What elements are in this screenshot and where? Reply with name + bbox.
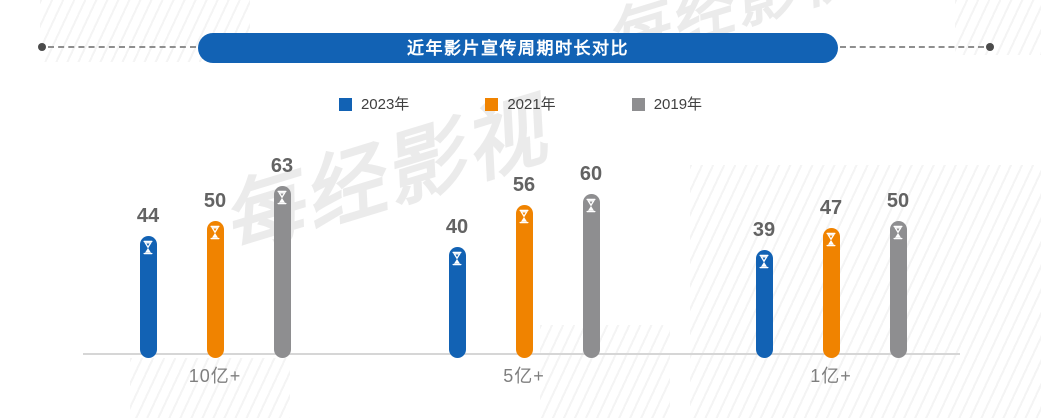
bar xyxy=(448,247,466,358)
dashed-line-right xyxy=(840,46,984,48)
bar xyxy=(515,204,533,358)
bar xyxy=(582,194,600,358)
bar-value-label: 47 xyxy=(819,197,843,220)
category-label: 10亿+ xyxy=(188,366,242,386)
bar xyxy=(822,228,840,358)
bar-value-label: 50 xyxy=(203,189,227,212)
hourglass-icon xyxy=(586,198,596,213)
hourglass-icon xyxy=(893,225,903,239)
category-label: 5亿+ xyxy=(503,366,545,386)
bar-value-label: 50 xyxy=(886,189,910,212)
hourglass-icon xyxy=(519,209,529,223)
hourglass-icon xyxy=(452,251,462,266)
hourglass-icon xyxy=(143,241,153,255)
bar-value-label: 44 xyxy=(136,205,160,228)
bar-value-label: 39 xyxy=(752,218,776,241)
chart-title: 近年影片宣传周期时长对比 xyxy=(407,38,629,58)
legend-label: 2019年 xyxy=(653,96,703,113)
legend-item: 2023年 xyxy=(338,96,410,113)
category-label: 1亿+ xyxy=(810,366,852,386)
bar xyxy=(206,220,224,358)
legend-label: 2023年 xyxy=(360,96,410,113)
connector-dot-left xyxy=(38,43,46,51)
bar-value-label: 63 xyxy=(270,155,294,178)
bar xyxy=(139,236,157,358)
bar-value-label: 60 xyxy=(579,163,603,185)
bar xyxy=(755,249,773,358)
legend-item: 2021年 xyxy=(485,96,556,113)
hourglass-icon xyxy=(759,254,769,268)
connector-dot-right xyxy=(986,43,994,51)
legend-item: 2019年 xyxy=(631,96,703,113)
bar-value-label: 56 xyxy=(512,173,536,196)
legend-label: 2021年 xyxy=(507,96,556,113)
legend-swatch xyxy=(338,98,352,111)
hourglass-icon xyxy=(826,233,836,247)
chart-legend: 2023年 2021年 2019年 xyxy=(0,97,1041,112)
bar xyxy=(889,220,907,358)
legend-swatch xyxy=(485,98,499,111)
bar xyxy=(273,186,291,358)
bar-value-label: 40 xyxy=(445,216,469,238)
chart-title-banner: 近年影片宣传周期时长对比 xyxy=(198,33,838,63)
legend-swatch xyxy=(631,98,645,111)
dashed-line-left xyxy=(48,46,196,48)
hourglass-icon xyxy=(210,225,220,239)
hourglass-icon xyxy=(277,190,287,205)
